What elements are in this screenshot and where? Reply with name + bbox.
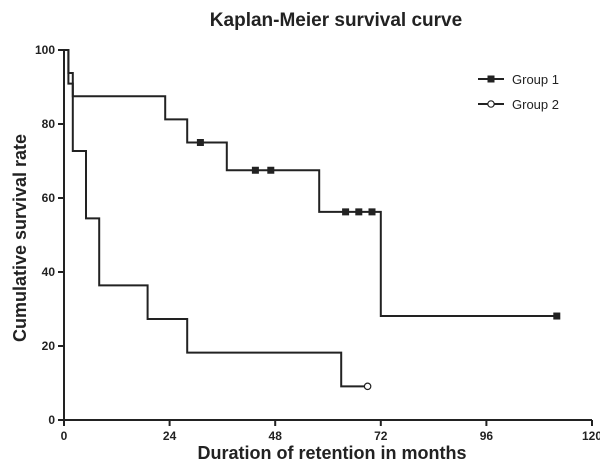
x-axis-label: Duration of retention in months [198, 443, 467, 463]
y-tick-label: 20 [42, 339, 56, 353]
series-1-censor-mark [342, 208, 350, 216]
y-tick-label: 100 [35, 43, 55, 57]
legend-marker-2 [487, 100, 495, 108]
series-1-censor-mark [251, 166, 259, 174]
legend-label-1: Group 1 [512, 72, 559, 87]
x-tick-label: 96 [480, 429, 494, 443]
series-1-censor-mark [196, 139, 204, 146]
y-tick-label: 0 [48, 413, 55, 427]
series-1-censor-mark [368, 208, 376, 216]
chart-title: Kaplan-Meier survival curve [210, 10, 462, 31]
x-tick-label: 24 [163, 429, 177, 443]
series-1-line [64, 49, 557, 318]
x-tick-label: 0 [61, 429, 68, 443]
legend-marker-1 [487, 75, 495, 83]
x-tick-label: 120 [582, 429, 600, 443]
y-tick-label: 80 [42, 117, 56, 131]
y-axis-label: Cumulative survival rate [10, 134, 30, 342]
series-1-censor-mark [355, 208, 363, 216]
x-tick-label: 48 [269, 429, 283, 443]
x-tick-label: 72 [374, 429, 388, 443]
legend-label-2: Group 2 [512, 97, 559, 112]
plot-area: 0 24 48 72 96 120 0 20 40 60 80 100 Group 1 Group 2 [35, 43, 600, 443]
y-tick-label: 60 [42, 191, 56, 205]
y-tick-label: 40 [42, 265, 56, 279]
series-1-censor-mark [553, 312, 561, 320]
series-2-line [64, 49, 368, 388]
series-2-censor-mark [363, 382, 372, 391]
series-1-censor-mark [267, 166, 275, 174]
